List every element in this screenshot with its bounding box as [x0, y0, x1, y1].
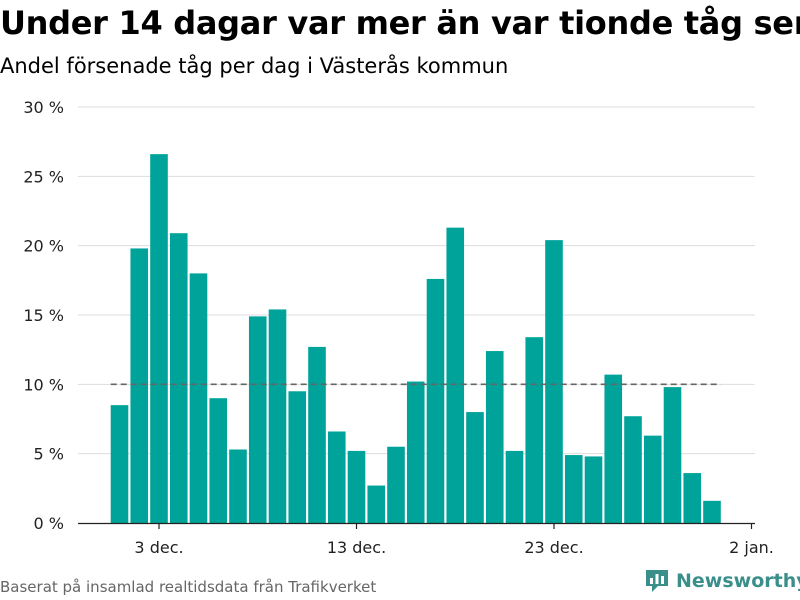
bar — [584, 456, 603, 523]
y-tick-label: 25 % — [23, 167, 64, 186]
bar — [683, 473, 702, 523]
bar — [505, 450, 524, 523]
bar — [604, 374, 623, 523]
bar — [308, 346, 326, 523]
bar — [466, 412, 484, 523]
bars — [110, 154, 721, 524]
bar — [347, 450, 366, 523]
bar — [564, 455, 583, 523]
bar — [485, 351, 504, 523]
x-tick-label: 2 jan. — [729, 538, 774, 557]
bar — [209, 398, 228, 523]
x-tick-label: 3 dec. — [134, 538, 183, 557]
y-tick-label: 20 % — [23, 237, 64, 256]
bar — [169, 233, 188, 524]
bar — [643, 435, 662, 523]
bar — [624, 416, 642, 523]
y-tick-label: 0 % — [34, 514, 64, 533]
bar — [130, 248, 149, 523]
bar — [288, 391, 307, 523]
x-tick-label: 13 dec. — [327, 538, 386, 557]
chart-title: Under 14 dagar var mer än var tionde tåg… — [0, 4, 800, 42]
newsworthy-logo-icon — [646, 570, 668, 592]
brand-logo: Newsworthy — [644, 568, 800, 594]
x-axis: 3 dec. 13 dec. 23 dec. 2 jan. — [78, 522, 774, 557]
bar — [189, 273, 208, 523]
source-note: Baserat på insamlad realtidsdata från Tr… — [0, 578, 377, 596]
y-tick-label: 5 % — [34, 445, 64, 464]
x-tick-label: 23 dec. — [524, 538, 583, 557]
bar — [426, 278, 445, 523]
bar — [663, 387, 682, 523]
bar — [446, 227, 465, 523]
chart-subtitle: Andel försenade tåg per dag i Västerås k… — [0, 54, 509, 78]
y-tick-label: 10 % — [23, 375, 64, 394]
y-axis-ticks: 0 % 5 % 10 % 15 % 20 % 25 % 30 % — [23, 98, 64, 533]
brand-name: Newsworthy — [676, 570, 800, 592]
bar — [545, 240, 563, 523]
bar — [525, 337, 544, 523]
bar — [387, 446, 405, 523]
bar — [367, 485, 386, 523]
y-tick-label: 15 % — [23, 306, 64, 325]
bar — [229, 449, 247, 523]
bar — [703, 500, 721, 523]
y-tick-label: 30 % — [23, 98, 64, 117]
bar — [248, 316, 267, 523]
bar — [150, 154, 168, 523]
bar — [327, 431, 346, 523]
bar — [268, 309, 287, 523]
bar — [110, 405, 129, 523]
bar — [406, 381, 425, 523]
